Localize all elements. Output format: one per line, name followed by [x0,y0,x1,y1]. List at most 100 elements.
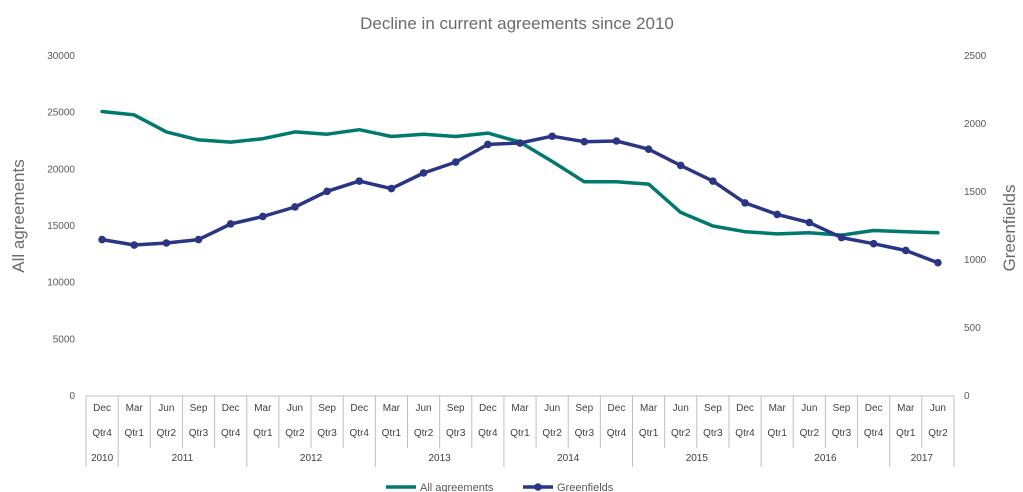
month-label: Jun [673,403,689,414]
series-line [100,134,940,265]
legend-item: All agreements [386,482,494,492]
quarter-label: Qtr4 [221,428,241,439]
quarter-label: Qtr4 [350,428,370,439]
data-point [323,187,331,196]
quarter-label: Qtr4 [607,428,627,439]
month-label: Sep [447,403,465,414]
month-label: Jun [930,403,946,414]
data-point [451,158,460,166]
chart-title: Decline in current agreements since 2010 [360,14,674,33]
month-label: Sep [318,403,336,414]
y-axis-right-label: Greenfields [1000,185,1019,272]
quarter-label: Qtr1 [124,428,144,439]
data-point [869,239,878,248]
year-label: 2015 [686,453,709,464]
y-right-tick-label: 1500 [964,187,987,198]
month-label: Dec [865,403,883,414]
category-axis: Dec Mar Jun Sep Dec Mar Jun Sep Dec Mar Jun Sep Dec M… [85,395,955,467]
month-label: Dec [608,403,626,414]
month-label: Sep [833,403,851,414]
y-axis-right-ticks: 0 500 1000 1500 2000 2500 [964,51,987,402]
y-left-tick-label: 5000 [53,334,76,345]
quarter-label: Qtr2 [157,428,177,439]
legend-marker [534,483,542,491]
quarter-label: Qtr2 [671,428,691,439]
y-right-tick-label: 500 [964,323,981,334]
legend: All agreements Greenfields [386,482,614,492]
y-axis-left-ticks: 0 5000 10000 15000 20000 25000 30000 [47,51,75,402]
quarter-label: Qtr2 [800,428,820,439]
data-point [709,177,717,185]
month-label: Jun [415,403,431,414]
month-label: Dec [222,403,240,414]
month-label: Jun [287,403,303,414]
month-label: Mar [769,403,787,414]
year-label: 2016 [814,453,837,464]
data-point [901,246,910,255]
month-label: Dec [93,403,111,414]
data-point [98,235,106,244]
quarter-label: Qtr3 [317,428,337,439]
data-point [612,137,621,145]
data-point [162,239,171,247]
quarter-label: Qtr4 [735,428,755,439]
data-point [580,137,589,146]
series-greenfields [98,132,942,267]
month-label: Sep [190,403,208,414]
month-label: Mar [640,403,658,414]
quarter-label: Qtr2 [414,428,434,439]
quarter-label: Qtr3 [575,428,595,439]
plot-area [98,109,942,267]
series-line [100,109,940,237]
data-point [516,139,524,147]
quarter-label: Qtr3 [703,428,723,439]
y-right-tick-label: 2500 [964,51,987,62]
data-point [259,212,267,221]
month-label: Dec [350,403,368,414]
data-point [644,145,653,153]
data-point [355,177,364,185]
quarter-label: Qtr1 [253,428,273,439]
y-left-tick-label: 30000 [47,51,75,62]
y-right-tick-label: 0 [964,391,970,402]
data-point [291,203,299,211]
data-point [773,210,781,219]
year-label: 2012 [300,453,323,464]
quarter-label: Qtr4 [478,428,498,439]
y-left-tick-label: 15000 [47,221,75,232]
data-point [130,241,139,249]
month-label: Jun [544,403,560,414]
data-point [805,218,814,227]
y-left-tick-label: 10000 [47,278,75,289]
data-point [484,140,492,149]
month-label: Sep [704,403,722,414]
month-label: Dec [736,403,754,414]
data-point [387,184,396,193]
data-point [676,161,685,170]
month-label: Mar [254,403,272,414]
quarter-label: Qtr1 [896,428,916,439]
quarter-label: Qtr1 [639,428,659,439]
data-point [419,169,428,177]
y-right-tick-label: 1000 [964,255,987,266]
y-axis-left-label: All agreements [9,159,28,272]
month-label: Dec [479,403,497,414]
data-point [226,220,235,228]
month-label: Mar [511,403,529,414]
quarter-label: Qtr4 [864,428,884,439]
legend-label: All agreements [420,482,494,492]
data-point [741,199,749,207]
y-left-tick-label: 25000 [47,108,75,119]
y-left-tick-label: 20000 [47,164,75,175]
y-left-tick-label: 0 [69,391,75,402]
year-label: 2011 [172,453,194,464]
month-label: Mar [383,403,401,414]
data-point [194,235,203,244]
year-label: 2013 [429,453,452,464]
year-label: 2017 [911,453,934,464]
year-label: 2014 [557,453,580,464]
data-point [934,258,942,267]
quarter-label: Qtr1 [767,428,787,439]
month-label: Jun [158,403,174,414]
